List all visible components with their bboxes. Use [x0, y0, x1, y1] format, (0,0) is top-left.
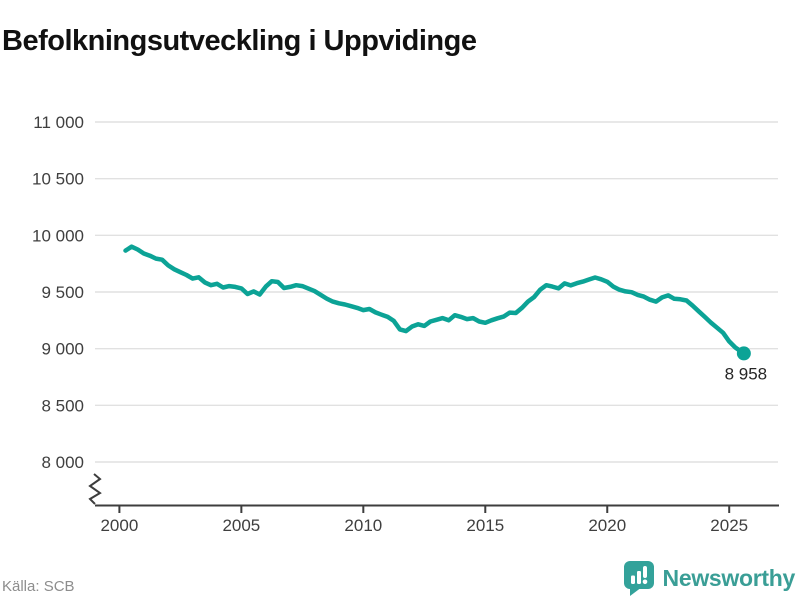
population-line [123, 244, 747, 356]
y-axis-break-icon [88, 473, 102, 505]
x-axis-tick-label: 2005 [222, 516, 260, 535]
y-axis-tick-label: 9 500 [41, 283, 84, 302]
x-axis-tick-label: 2020 [588, 516, 626, 535]
brand-wordmark: Newsworthy [662, 565, 796, 591]
x-axis-tick-label: 2000 [100, 516, 138, 535]
line-chart: 11 000 10 500 10 000 9 500 9 000 8 500 8 000 20… [32, 113, 779, 535]
y-axis-tick-label: 8 500 [41, 396, 84, 415]
y-axis-tick-label: 9 000 [41, 340, 84, 359]
endpoint-value-label: 8 958 [725, 364, 768, 383]
endpoint-marker [736, 346, 751, 361]
page-title: Befolkningsutveckling i Uppvidinge [2, 25, 477, 58]
y-axis-tick-label: 11 000 [33, 113, 84, 132]
newsworthy-logo[interactable]: Newsworthy [623, 560, 795, 597]
source-note: Källa: SCB [2, 578, 75, 595]
bar-chart-speech-bubble-icon [623, 561, 654, 596]
y-axis-tick-label: 10 500 [32, 170, 84, 189]
x-axis-tick-label: 2025 [710, 516, 748, 535]
x-axis-tick-label: 2015 [466, 516, 504, 535]
x-axis-tick-label: 2010 [344, 516, 382, 535]
y-axis-tick-label: 10 000 [32, 226, 84, 245]
y-axis-tick-label: 8 000 [41, 453, 84, 472]
